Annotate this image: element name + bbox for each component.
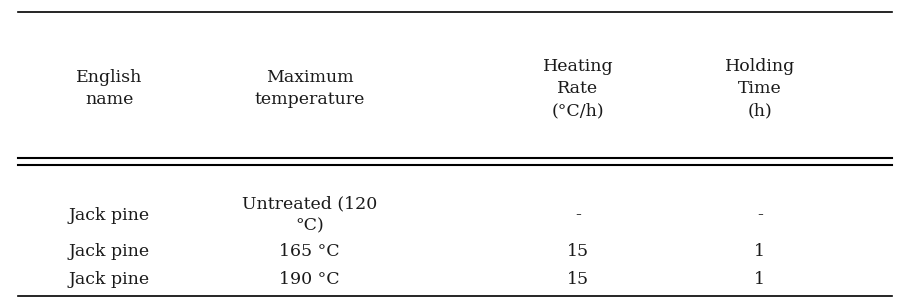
Text: -: - (757, 206, 763, 224)
Text: 190 °C: 190 °C (279, 271, 339, 288)
Text: Heating
Rate
(°C/h): Heating Rate (°C/h) (542, 58, 613, 119)
Text: 15: 15 (567, 243, 589, 260)
Text: 165 °C: 165 °C (279, 243, 339, 260)
Text: English
name: English name (76, 69, 142, 108)
Text: Untreated (120
°C): Untreated (120 °C) (242, 196, 377, 235)
Text: Maximum
temperature: Maximum temperature (254, 69, 365, 108)
Text: 1: 1 (754, 243, 765, 260)
Text: Holding
Time
(h): Holding Time (h) (724, 58, 795, 119)
Text: 1: 1 (754, 271, 765, 288)
Text: Jack pine: Jack pine (68, 271, 150, 288)
Text: 15: 15 (567, 271, 589, 288)
Text: Jack pine: Jack pine (68, 206, 150, 224)
Text: -: - (575, 206, 581, 224)
Text: Jack pine: Jack pine (68, 243, 150, 260)
